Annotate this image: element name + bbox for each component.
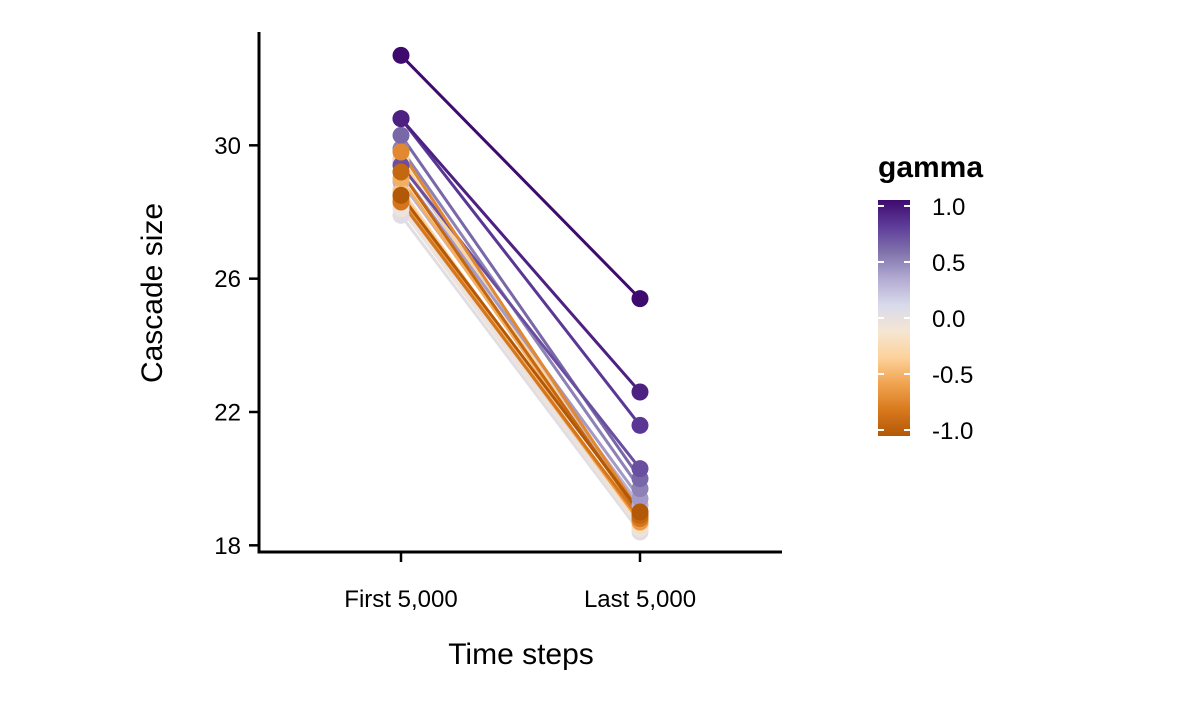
legend-title: gamma	[878, 151, 983, 184]
colorbar-label: -0.5	[932, 362, 973, 389]
data-point	[631, 503, 649, 521]
colorbar-label: -1.0	[932, 418, 973, 445]
y-tick-label: 26	[214, 266, 241, 293]
series-line	[399, 214, 642, 533]
series-line	[399, 134, 642, 480]
data-point	[631, 460, 649, 478]
data-point	[631, 290, 649, 308]
series-line	[399, 117, 642, 393]
series-line	[399, 194, 642, 513]
colorbar-ticks: 1.0 0.5 0.0 -0.5 -1.0	[878, 194, 973, 445]
series-line	[399, 164, 642, 470]
series-lines	[399, 54, 642, 533]
series-points	[392, 46, 649, 541]
data-point	[392, 186, 410, 204]
y-tick-label: 22	[214, 400, 241, 427]
data-point	[631, 383, 649, 401]
series-line	[399, 117, 642, 427]
data-point	[392, 46, 410, 64]
data-point	[631, 416, 649, 434]
series-line	[399, 54, 642, 300]
y-tick-label: 30	[214, 133, 241, 160]
data-point	[392, 110, 410, 128]
legend: gamma 1.0 0.5 0.0 -0.5 -1.0	[878, 151, 983, 445]
x-tick-label: Last 5,000	[584, 586, 696, 613]
y-tick-label: 18	[214, 533, 241, 560]
series-line	[399, 207, 642, 530]
data-point	[392, 163, 410, 181]
series-line	[399, 201, 642, 520]
series-line	[399, 171, 642, 500]
data-point	[392, 143, 410, 161]
data-point	[392, 126, 410, 144]
series-line	[399, 204, 642, 527]
colorbar-label: 0.0	[932, 306, 965, 333]
x-axis-title: Time steps	[448, 638, 594, 671]
colorbar-label: 0.5	[932, 250, 965, 277]
series-line	[399, 151, 642, 513]
y-axis-title: Cascade size	[136, 203, 169, 383]
x-tick-label: First 5,000	[344, 586, 457, 613]
x-axis-ticks: First 5,000 Last 5,000	[344, 552, 696, 613]
y-axis-ticks: 18 22 26 30	[214, 133, 259, 560]
colorbar-label: 1.0	[932, 194, 965, 221]
